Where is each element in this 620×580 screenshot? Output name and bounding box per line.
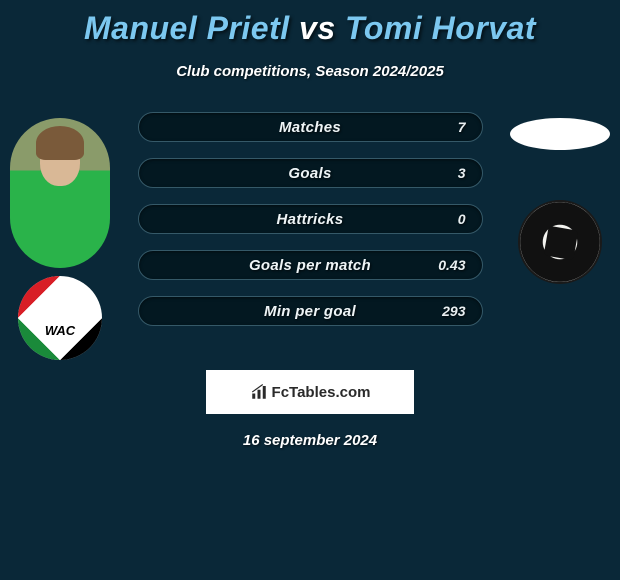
stat-right-value: 3 [426,165,466,181]
date-text: 16 september 2024 [0,432,620,449]
stat-right-value: 7 [426,119,466,135]
stat-row: Goals per match 0.43 [138,250,483,280]
player2-club-logo [518,200,602,284]
stat-label: Min per goal [195,303,426,320]
stat-label: Goals [195,165,426,182]
stat-right-value: 0 [426,211,466,227]
left-column: WAC [10,112,110,360]
player1-club-text: WAC [18,323,102,338]
stat-label: Matches [195,119,426,136]
stat-row: Hattricks 0 [138,204,483,234]
player1-photo [10,118,110,268]
right-column [510,112,610,284]
watermark-text: FcTables.com [272,384,371,401]
player2-name: Tomi Horvat [345,10,536,46]
stat-row: Min per goal 293 [138,296,483,326]
stats-table: Matches 7 Goals 3 Hattricks 0 Goals per … [138,112,483,326]
stat-row: Matches 7 [138,112,483,142]
player1-club-logo: WAC [18,276,102,360]
comparison-title: Manuel Prietl vs Tomi Horvat [0,0,620,47]
stat-label: Goals per match [195,257,426,274]
stat-label: Hattricks [195,211,426,228]
stat-right-value: 293 [426,303,466,319]
subtitle: Club competitions, Season 2024/2025 [0,63,620,80]
watermark-box: FcTables.com [206,370,414,414]
player2-photo-blank [510,118,610,150]
vs-separator: vs [299,10,336,46]
chart-icon [250,383,268,401]
stat-right-value: 0.43 [426,257,466,273]
stat-row: Goals 3 [138,158,483,188]
main-area: WAC Matches 7 Goals 3 Hattricks 0 Goals … [0,112,620,326]
player1-name: Manuel Prietl [84,10,290,46]
